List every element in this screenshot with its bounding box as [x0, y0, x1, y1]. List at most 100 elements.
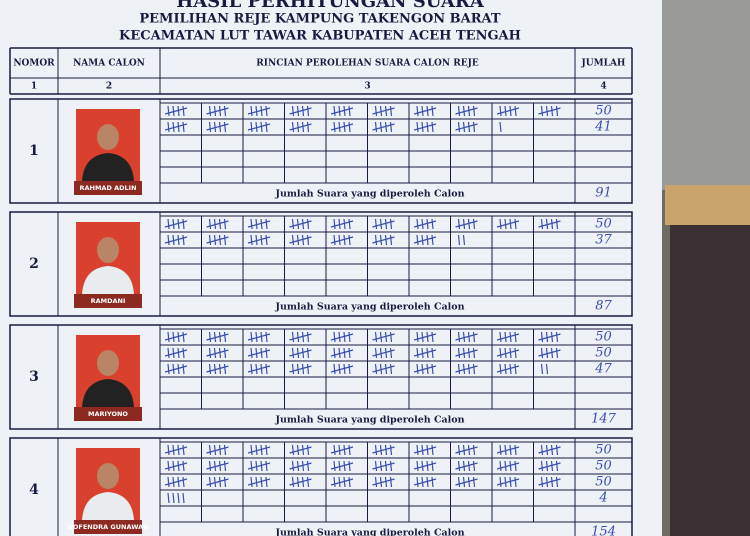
tally-stroke — [374, 331, 378, 343]
tally-slash — [289, 478, 312, 486]
tally-group — [413, 444, 437, 456]
tally-slash — [455, 349, 478, 357]
tally-group — [206, 363, 229, 375]
tally-stroke — [348, 218, 351, 230]
tally-slash — [413, 236, 437, 244]
tally-stroke — [301, 363, 305, 375]
tally-group — [330, 105, 354, 117]
tally-stroke — [213, 444, 217, 456]
tally-stroke — [555, 444, 559, 456]
tally-slash — [289, 220, 312, 228]
tally-stroke — [348, 347, 351, 359]
row-count: 4 — [598, 491, 607, 506]
tally-stroke — [306, 218, 310, 230]
tally-stroke — [421, 444, 424, 456]
tally-stroke — [338, 460, 341, 472]
name-plate — [74, 294, 142, 308]
tally-stroke — [177, 460, 180, 472]
row-count: 50 — [595, 217, 612, 232]
tally-stroke — [208, 347, 212, 359]
tally-slash — [455, 333, 478, 341]
tally-stroke — [514, 331, 517, 343]
tally-stroke — [301, 234, 305, 246]
tally-slash — [413, 446, 437, 454]
candidate-total: 147 — [591, 412, 617, 427]
tally-stroke — [223, 460, 227, 472]
tally-stroke — [208, 331, 212, 343]
tally-stroke — [426, 234, 429, 246]
tally-stroke — [255, 331, 258, 343]
tally-stroke — [213, 331, 217, 343]
tally-stroke — [389, 121, 393, 133]
tally-stroke — [343, 347, 346, 359]
tally-stroke — [389, 347, 393, 359]
tally-stroke — [172, 234, 175, 246]
tally-group — [164, 347, 188, 359]
tally-stroke — [472, 218, 476, 230]
tally-group — [538, 460, 561, 472]
tally-slash — [538, 462, 561, 470]
tally-group — [330, 218, 354, 230]
name-plate — [74, 520, 142, 534]
tally-stroke — [208, 121, 212, 133]
total-label: Jumlah Suara yang diperoleh Calon — [274, 415, 464, 426]
column-header: RINCIAN PEROLEHAN SUARA CALON REJE — [256, 59, 479, 69]
tally-stroke — [167, 121, 170, 133]
tally-stroke — [255, 363, 258, 375]
tally-group — [538, 347, 561, 359]
tally-stroke — [265, 121, 268, 133]
tally-slash — [413, 123, 437, 131]
tally-stroke — [462, 105, 466, 117]
tally-slash — [247, 236, 271, 244]
tally-stroke — [379, 105, 383, 117]
tally-stroke — [499, 121, 502, 133]
tally-group — [372, 363, 395, 375]
tally-stroke — [260, 105, 263, 117]
tally-group — [289, 347, 312, 359]
tally-slash — [330, 446, 354, 454]
tally-group — [455, 105, 478, 117]
tally-stroke — [431, 121, 434, 133]
tally-stroke — [167, 331, 170, 343]
tally-slash — [206, 349, 229, 357]
tally-stroke — [208, 363, 212, 375]
tally-stroke — [467, 460, 471, 472]
tally-slash — [330, 462, 354, 470]
tally-slash — [164, 333, 188, 341]
tally-group — [247, 460, 271, 472]
tally-stroke — [182, 234, 185, 246]
tally-stroke — [421, 105, 424, 117]
tally-slash — [289, 236, 312, 244]
tally-stroke — [457, 234, 461, 246]
tally-group — [164, 331, 188, 343]
tally-stroke — [426, 476, 429, 488]
tally-stroke — [374, 218, 378, 230]
tally-stroke — [172, 347, 175, 359]
column-number: 2 — [106, 82, 112, 92]
tally-stroke — [296, 444, 300, 456]
tally-group — [372, 234, 395, 246]
tally-stroke — [457, 347, 461, 359]
tally-stroke — [265, 105, 268, 117]
sheet-subtitle: KECAMATAN LUT TAWAR KABUPATEN ACEH TENGA… — [119, 29, 521, 44]
tally-stroke — [462, 460, 466, 472]
tally-stroke — [348, 121, 351, 133]
tally-stroke — [421, 331, 424, 343]
tally-stroke — [301, 460, 305, 472]
tally-stroke — [343, 460, 346, 472]
tally-stroke — [457, 331, 461, 343]
table-edge — [665, 185, 750, 225]
tally-stroke — [182, 363, 185, 375]
photo-head — [97, 237, 119, 263]
tally-stroke — [250, 347, 253, 359]
tally-stroke — [208, 105, 212, 117]
row-count: 50 — [595, 330, 612, 345]
tally-stroke — [301, 444, 305, 456]
tally-stroke — [426, 347, 429, 359]
tally-slash — [247, 333, 271, 341]
tally-stroke — [306, 460, 310, 472]
tally-slash — [496, 333, 520, 341]
tally-group — [330, 121, 354, 133]
tally-group — [247, 444, 271, 456]
tally-stroke — [182, 121, 185, 133]
